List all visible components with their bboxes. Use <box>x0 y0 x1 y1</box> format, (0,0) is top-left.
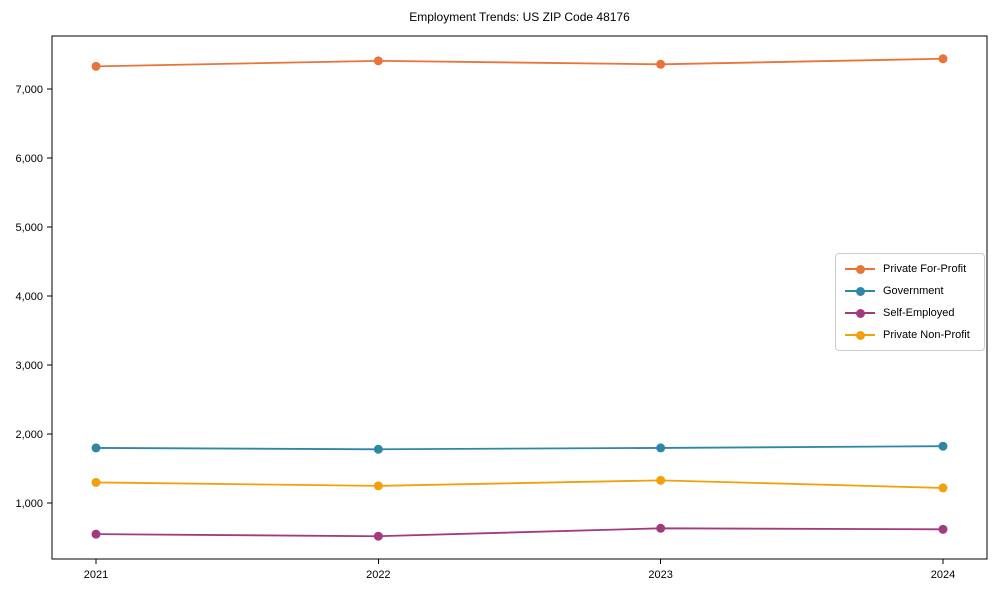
data-point <box>938 524 948 534</box>
series-line-private-for-profit <box>95 57 944 68</box>
data-point <box>91 443 101 453</box>
data-point <box>373 531 383 541</box>
y-tick-label: 4,000 <box>15 291 43 303</box>
plot-frame <box>51 35 988 560</box>
legend-item-self-employed: Self-Employed <box>845 305 974 321</box>
y-tick-label: 5,000 <box>15 222 43 234</box>
data-point <box>91 477 101 487</box>
data-point <box>656 475 666 485</box>
data-point <box>938 441 948 451</box>
data-point <box>91 61 101 71</box>
data-point <box>373 481 383 491</box>
chart-legend: Private For-Profit Government Self-Employe… <box>835 253 985 351</box>
data-point <box>938 483 948 493</box>
data-point <box>656 59 666 69</box>
legend-label: Self-Employed <box>883 307 955 319</box>
series-line-self-employed <box>95 527 944 538</box>
y-tick-label: 7,000 <box>15 84 43 96</box>
x-tick-label: 2021 <box>84 569 108 581</box>
legend-marker-icon <box>845 327 875 343</box>
data-point <box>373 56 383 66</box>
series-line-private-non-profit <box>95 479 944 489</box>
y-tick-label: 2,000 <box>15 429 43 441</box>
series-line-government <box>95 445 944 451</box>
data-point <box>656 523 666 533</box>
legend-item-government: Government <box>845 283 974 299</box>
x-tick-label: 2022 <box>366 569 390 581</box>
data-point <box>656 443 666 453</box>
data-point <box>91 529 101 539</box>
legend-label: Government <box>883 285 944 297</box>
legend-label: Private For-Profit <box>883 263 967 275</box>
y-tick-label: 1,000 <box>15 498 43 510</box>
data-point <box>373 444 383 454</box>
x-tick-label: 2023 <box>648 569 672 581</box>
legend-label: Private Non-Profit <box>883 329 970 341</box>
y-tick-label: 3,000 <box>15 360 43 372</box>
y-tick-label: 6,000 <box>15 153 43 165</box>
legend-item-private-non-profit: Private Non-Profit <box>845 327 974 343</box>
legend-marker-icon <box>845 261 875 277</box>
legend-marker-icon <box>845 305 875 321</box>
data-point <box>938 54 948 64</box>
chart-title: Employment Trends: US ZIP Code 48176 <box>409 10 630 24</box>
legend-item-private-for-profit: Private For-Profit <box>845 261 974 277</box>
x-tick-label: 2024 <box>931 569 955 581</box>
legend-marker-icon <box>845 283 875 299</box>
